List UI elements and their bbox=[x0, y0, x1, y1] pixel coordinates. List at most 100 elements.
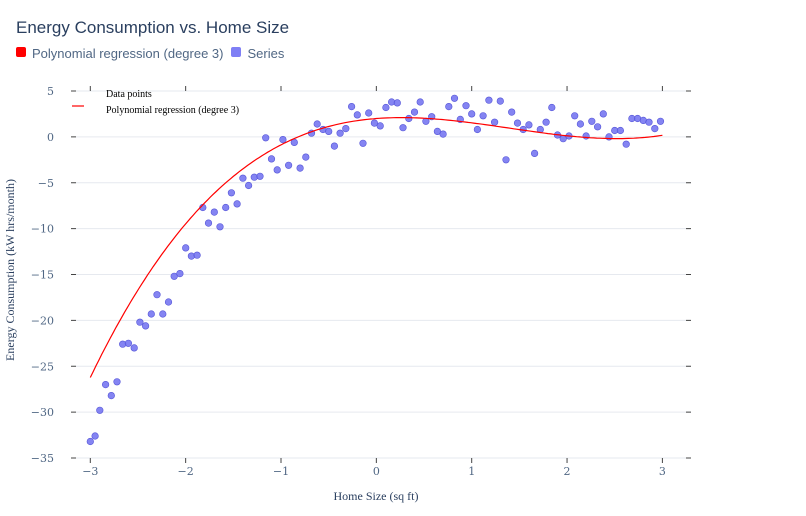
data-point bbox=[593, 123, 602, 131]
data-point bbox=[513, 119, 522, 127]
y-tick-label: 5 bbox=[47, 85, 54, 98]
data-point bbox=[622, 140, 630, 148]
data-point bbox=[267, 155, 276, 163]
data-point bbox=[496, 97, 504, 105]
data-point bbox=[485, 96, 493, 104]
data-point bbox=[256, 172, 264, 180]
x-tick-label: 3 bbox=[659, 465, 666, 478]
data-point bbox=[605, 133, 613, 141]
data-point bbox=[491, 118, 499, 126]
data-point bbox=[410, 108, 419, 116]
data-point bbox=[576, 120, 585, 128]
data-point bbox=[204, 219, 213, 227]
x-tick-label: 2 bbox=[564, 465, 571, 478]
data-points bbox=[86, 94, 665, 446]
axes: 50−5−10−15−20−25−30−35−3 −2 −1 0 1 2 3 bbox=[31, 85, 691, 478]
data-point bbox=[468, 110, 476, 118]
data-point bbox=[182, 244, 190, 252]
data-point bbox=[96, 406, 104, 414]
top-legend: Polynomial regression (degree 3) Series bbox=[16, 46, 292, 61]
data-point bbox=[342, 125, 350, 133]
y-tick-label: −20 bbox=[31, 314, 54, 327]
inner-legend-regression: Polynomial regression (degree 3) bbox=[106, 105, 239, 116]
legend-swatch-regression[interactable] bbox=[16, 46, 26, 57]
data-point bbox=[656, 117, 665, 125]
grid-lines bbox=[76, 90, 691, 459]
data-point bbox=[571, 112, 579, 120]
data-point bbox=[508, 108, 516, 116]
y-tick-label: −5 bbox=[38, 177, 54, 190]
data-point bbox=[142, 322, 150, 330]
data-point bbox=[393, 99, 401, 107]
data-point bbox=[159, 310, 167, 318]
data-point bbox=[330, 142, 339, 150]
data-point bbox=[525, 121, 533, 129]
data-point bbox=[616, 126, 625, 135]
data-point bbox=[582, 132, 590, 140]
y-tick-label: −35 bbox=[31, 452, 54, 465]
x-tick-label: −1 bbox=[273, 465, 289, 478]
inner-legend-data-points: Data points bbox=[106, 89, 152, 100]
regression-curve bbox=[89, 117, 663, 378]
data-point bbox=[405, 114, 413, 123]
data-point bbox=[130, 344, 138, 352]
y-tick-label: −10 bbox=[31, 223, 54, 236]
data-point bbox=[348, 102, 356, 111]
data-point bbox=[210, 208, 218, 216]
y-tick-label: −30 bbox=[31, 406, 54, 419]
data-point bbox=[113, 378, 121, 386]
data-point bbox=[445, 102, 453, 111]
data-point bbox=[336, 129, 344, 137]
data-point bbox=[382, 103, 390, 112]
data-point bbox=[233, 200, 241, 208]
x-tick-label: −3 bbox=[82, 465, 98, 478]
data-point bbox=[296, 164, 304, 172]
data-point bbox=[365, 109, 373, 117]
y-tick-label: −15 bbox=[31, 269, 54, 282]
legend-label-series[interactable]: Series bbox=[247, 46, 285, 61]
data-point bbox=[302, 153, 310, 161]
data-point bbox=[227, 189, 235, 197]
data-point bbox=[176, 270, 184, 278]
data-point bbox=[439, 130, 447, 138]
x-tick-label: 0 bbox=[373, 465, 380, 478]
data-point bbox=[279, 136, 287, 144]
data-point bbox=[124, 339, 132, 347]
data-point bbox=[325, 127, 333, 135]
data-point bbox=[416, 98, 424, 106]
data-point bbox=[588, 117, 596, 125]
x-tick-label: 1 bbox=[468, 465, 475, 478]
data-point bbox=[433, 127, 442, 135]
legend-swatch-series[interactable] bbox=[231, 46, 242, 57]
data-point bbox=[599, 110, 607, 118]
legend-label-regression[interactable]: Polynomial regression (degree 3) bbox=[32, 46, 224, 61]
data-point bbox=[239, 174, 247, 182]
x-tick-label: −2 bbox=[178, 465, 194, 478]
y-tick-label: 0 bbox=[47, 131, 54, 144]
data-point bbox=[450, 94, 459, 102]
data-point bbox=[645, 118, 653, 126]
inner-legend: Data points Polynomial regression (degre… bbox=[72, 89, 239, 116]
data-point bbox=[376, 122, 384, 130]
data-point bbox=[216, 223, 224, 231]
data-point bbox=[101, 381, 110, 389]
data-point bbox=[153, 291, 161, 299]
data-point bbox=[353, 111, 361, 119]
data-point bbox=[359, 139, 367, 147]
data-point bbox=[462, 102, 470, 110]
data-point bbox=[313, 120, 321, 128]
data-point bbox=[262, 134, 270, 142]
data-point bbox=[193, 251, 201, 259]
data-point bbox=[86, 437, 94, 446]
data-point bbox=[107, 392, 115, 400]
y-tick-label: −25 bbox=[31, 360, 54, 373]
data-point bbox=[370, 119, 379, 127]
data-point bbox=[245, 181, 253, 190]
data-point bbox=[479, 112, 487, 120]
data-point bbox=[542, 118, 550, 126]
data-point bbox=[285, 161, 293, 169]
data-point bbox=[548, 103, 556, 112]
data-point bbox=[530, 149, 539, 157]
data-point bbox=[399, 124, 407, 132]
